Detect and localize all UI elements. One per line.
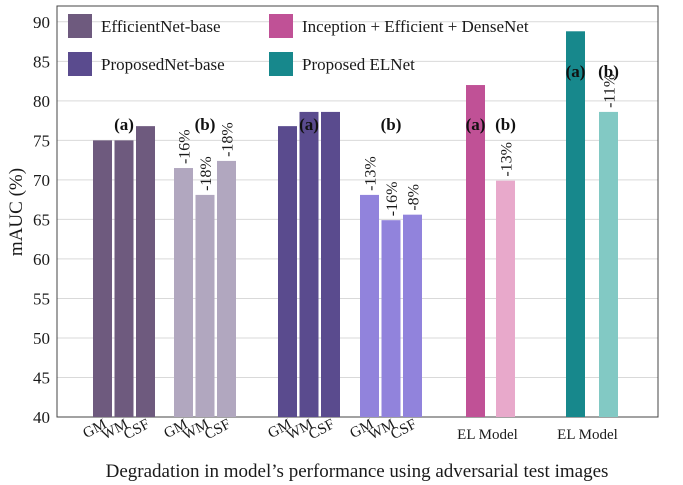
y-axis-title: mAUC (%) — [6, 168, 27, 256]
bar — [299, 111, 319, 418]
x-tick-label: CSF — [202, 416, 233, 443]
legend-label: Proposed ELNet — [302, 55, 415, 74]
bar-change-label: -16% — [177, 129, 194, 164]
bar — [174, 168, 193, 417]
plot-frame — [56, 5, 659, 418]
bar — [114, 140, 134, 417]
bar — [278, 126, 297, 417]
y-tick-label: 45 — [33, 368, 50, 387]
bar — [195, 194, 215, 417]
x-tick-label: EL Model — [557, 427, 618, 443]
bar — [466, 85, 485, 418]
legend-swatch — [68, 14, 92, 38]
x-axis-title: Degradation in model’s performance using… — [106, 461, 609, 482]
y-tick-label: 55 — [33, 289, 50, 308]
group-tag: (b) — [495, 115, 516, 134]
bar-change-label: -8% — [406, 184, 423, 211]
bar-change-label: -13% — [499, 142, 516, 177]
bar-change-label: -11% — [602, 74, 619, 108]
group-tag: (a) — [299, 115, 319, 134]
bar-change-label: -18% — [220, 122, 237, 157]
x-tick-label: EL Model — [457, 427, 518, 443]
bar — [360, 194, 379, 417]
y-tick-label: 80 — [33, 92, 50, 111]
x-tick-label: CSF — [306, 416, 337, 443]
y-tick-label: 50 — [33, 329, 50, 348]
group-tag: (b) — [598, 62, 619, 81]
legend-label: Inception + Efficient + DenseNet — [302, 17, 529, 36]
bar — [136, 126, 155, 417]
bar — [496, 180, 515, 417]
bar — [381, 220, 401, 417]
x-tick-label: CSF — [388, 416, 419, 443]
y-tick-layer: 40 45 50 55 60 65 70 75 80 85 90 — [33, 13, 50, 427]
y-tick-label: 40 — [33, 408, 50, 427]
group-tag: (a) — [466, 115, 486, 134]
bar-change-label: -16% — [384, 182, 401, 217]
legend-label: ProposedNet-base — [101, 55, 225, 74]
group-tag: (a) — [566, 62, 586, 81]
group-tag: (a) — [114, 115, 134, 134]
group-tag: (b) — [195, 115, 216, 134]
bar-change-label: -13% — [363, 156, 380, 191]
group-tag: (b) — [381, 115, 402, 134]
bar — [93, 140, 112, 417]
bar — [599, 111, 618, 418]
y-tick-label: 75 — [33, 131, 50, 150]
bar — [566, 31, 585, 418]
y-tick-label: 65 — [33, 210, 50, 229]
legend-swatch — [269, 52, 293, 76]
bar — [321, 111, 340, 418]
y-tick-label: 85 — [33, 52, 50, 71]
grid-layer — [57, 21, 658, 418]
y-tick-label: 70 — [33, 171, 50, 190]
bar-change-label: -18% — [198, 156, 215, 191]
bar-layer: -16%-18%-18%-13%-16% -8%-13%-11% — [93, 31, 619, 418]
group-tag-layer: (a) (b) (a) (b) (a) (b) (a) (b) — [114, 62, 619, 134]
y-tick-label: 60 — [33, 250, 50, 269]
y-tick-label: 90 — [33, 13, 50, 32]
x-tick-label: CSF — [121, 416, 152, 443]
bar — [403, 214, 422, 417]
legend: EfficientNet-base Inception + Efficient +… — [68, 14, 529, 76]
legend-swatch — [68, 52, 92, 76]
legend-label: EfficientNet-base — [101, 17, 221, 36]
bar — [217, 160, 236, 417]
legend-swatch — [269, 14, 293, 38]
